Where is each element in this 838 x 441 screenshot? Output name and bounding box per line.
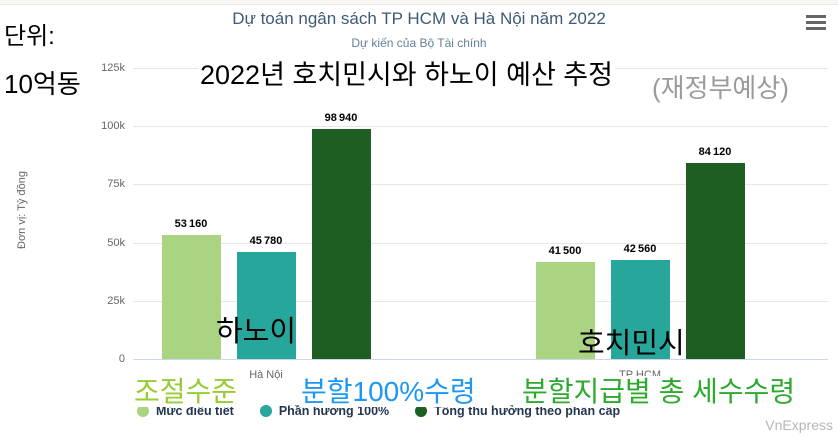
- x-axis-line: [133, 359, 828, 360]
- y-tick-label: 50k: [107, 236, 125, 249]
- bar-hà-nội-s3[interactable]: [311, 128, 371, 359]
- legend-item-1[interactable]: Mức điều tiết: [137, 404, 234, 418]
- legend-label: Mức điều tiết: [156, 404, 234, 418]
- bar-hà-nội-s1[interactable]: [161, 235, 221, 359]
- chart-subtitle: Dự kiến của Bộ Tài chính: [351, 36, 487, 50]
- hamburger-bar: [806, 15, 826, 18]
- data-label: 41 500: [548, 245, 582, 258]
- data-label: 98 940: [324, 111, 358, 124]
- overlay-category-hcmc-korean: 호치민시: [578, 328, 685, 360]
- overlay-legend-korean-1: 조절수준: [132, 376, 240, 408]
- data-label: 53 160: [174, 218, 208, 231]
- data-label: 84 120: [698, 146, 732, 159]
- bar-tp-hcm-s3[interactable]: [685, 163, 745, 359]
- bar-hà-nội-s2[interactable]: [236, 252, 296, 359]
- data-label: 45 780: [249, 235, 283, 248]
- legend-label: Tổng thu hưởng theo phân cấp: [434, 404, 621, 418]
- legend-marker-icon: [137, 405, 149, 417]
- chart-title: Dự toán ngân sách TP HCM và Hà Nội năm 2…: [232, 9, 606, 28]
- overlay-unit-label-line1: 단위:: [4, 23, 55, 50]
- y-axis-title: Đơn vị: Tỷ đồng: [16, 171, 28, 249]
- y-tick-label: 125k: [101, 62, 125, 74]
- x-axis-label: Hà Nội: [249, 369, 283, 381]
- top-edge-strip: [0, 0, 838, 5]
- bar-tp-hcm-s1[interactable]: [535, 262, 595, 359]
- bar-tp-hcm-s2[interactable]: [610, 259, 670, 359]
- data-label: 42 560: [623, 242, 657, 255]
- legend-marker-icon: [415, 405, 428, 417]
- legend-item-3[interactable]: Tổng thu hưởng theo phân cấp: [415, 404, 620, 418]
- hamburger-bar: [806, 21, 826, 24]
- overlay-title-korean: 2022년 호치민시와 하노이 예산 추정: [198, 60, 615, 91]
- watermark: VnExpress: [765, 417, 833, 433]
- overlay-legend-korean-2: 분할100%수령: [299, 376, 478, 408]
- y-gridline: [133, 300, 828, 302]
- legend-item-2[interactable]: Phần hưởng 100%: [259, 404, 390, 418]
- y-gridline: [133, 126, 828, 128]
- legend: Mức điều tiết Phần hưởng 100% Tổng thu hưở…: [137, 404, 620, 418]
- y-tick-label: 100k: [101, 120, 125, 133]
- legend-label: Phần hưởng 100%: [278, 404, 390, 418]
- hamburger-icon[interactable]: [806, 15, 828, 31]
- y-tick-label: 0: [118, 353, 125, 365]
- y-tick-label: 75k: [107, 178, 125, 191]
- hamburger-bar: [806, 27, 826, 30]
- overlay-legend-korean-3: 분할지급별 총 세수수령: [520, 376, 798, 408]
- legend-marker-icon: [259, 405, 272, 417]
- y-gridline: [133, 184, 828, 186]
- overlay-category-hanoi-korean: 하노이: [216, 316, 297, 348]
- y-tick-label: 25k: [107, 294, 125, 307]
- overlay-unit-label-line2: 10억동: [2, 69, 83, 100]
- y-gridline: [133, 242, 828, 244]
- overlay-title-suffix-korean: (재정부예상): [650, 73, 791, 104]
